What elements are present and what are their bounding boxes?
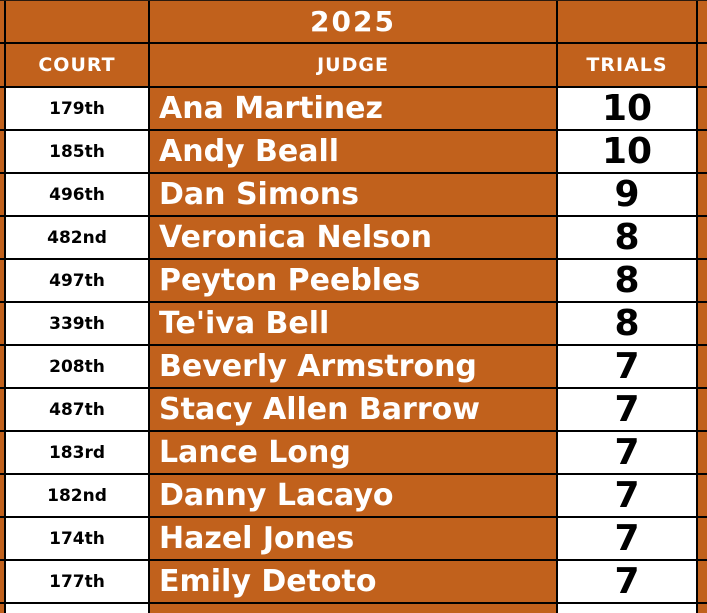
left-margin-cell <box>0 131 4 172</box>
left-margin-cell <box>0 604 4 613</box>
trials-cell: 10 <box>558 88 696 129</box>
trials-cell: 8 <box>558 217 696 258</box>
judge-cell: Peyton Peebles <box>150 260 556 301</box>
court-cell: 182nd <box>6 475 148 516</box>
trials-cell: 10 <box>558 131 696 172</box>
trials-cell: 7 <box>558 346 696 387</box>
judge-cell: Ana Martinez <box>150 88 556 129</box>
judge-cell: Andy Beall <box>150 131 556 172</box>
judge-cell: Beverly Armstrong <box>150 346 556 387</box>
right-margin-cell <box>698 260 707 301</box>
trials-cell: 7 <box>558 389 696 430</box>
table-row: 174th Hazel Jones 7 <box>0 518 707 559</box>
left-margin-cell <box>0 1 4 42</box>
column-header-court: COURT <box>6 44 148 86</box>
right-margin-cell <box>698 174 707 215</box>
right-margin-cell <box>698 303 707 344</box>
table-row: 208th Beverly Armstrong 7 <box>0 346 707 387</box>
table-row: 177th Emily Detoto 7 <box>0 561 707 602</box>
judge-cell: Te'iva Bell <box>150 303 556 344</box>
left-margin-cell <box>0 475 4 516</box>
right-margin-cell <box>698 475 707 516</box>
left-margin-cell <box>0 44 4 86</box>
court-cell: 174th <box>6 518 148 559</box>
left-margin-cell <box>0 217 4 258</box>
trials-cell <box>558 604 696 613</box>
judge-cell: Lance Long <box>150 432 556 473</box>
column-header-judge: JUDGE <box>150 44 556 86</box>
title-trials-spacer-cell <box>558 1 696 42</box>
table-title: 2025 <box>150 1 556 42</box>
right-margin-cell <box>698 346 707 387</box>
left-margin-cell <box>0 389 4 430</box>
court-cell: 339th <box>6 303 148 344</box>
table-row: 179th Ana Martinez 10 <box>0 88 707 129</box>
left-margin-cell <box>0 518 4 559</box>
right-margin-cell <box>698 604 707 613</box>
table-row: 339th Te'iva Bell 8 <box>0 303 707 344</box>
table-row: 182nd Danny Lacayo 7 <box>0 475 707 516</box>
judge-cell: Hazel Jones <box>150 518 556 559</box>
trials-cell: 7 <box>558 561 696 602</box>
left-margin-cell <box>0 432 4 473</box>
right-margin-cell <box>698 389 707 430</box>
trials-cell: 9 <box>558 174 696 215</box>
court-cell: 487th <box>6 389 148 430</box>
court-cell: 497th <box>6 260 148 301</box>
left-margin-cell <box>0 174 4 215</box>
court-cell: 177th <box>6 561 148 602</box>
judge-cell: Danny Lacayo <box>150 475 556 516</box>
column-header-trials: TRIALS <box>558 44 696 86</box>
trials-cell: 7 <box>558 475 696 516</box>
trials-cell: 7 <box>558 432 696 473</box>
judge-cell: Emily Detoto <box>150 561 556 602</box>
court-cell: 185th <box>6 131 148 172</box>
title-row: 2025 <box>0 1 707 42</box>
court-cell: 179th <box>6 88 148 129</box>
court-cell <box>6 604 148 613</box>
judge-cell: Veronica Nelson <box>150 217 556 258</box>
trials-cell: 8 <box>558 303 696 344</box>
court-cell: 208th <box>6 346 148 387</box>
left-margin-cell <box>0 303 4 344</box>
right-margin-cell <box>698 44 707 86</box>
right-margin-cell <box>698 88 707 129</box>
table-row: 496th Dan Simons 9 <box>0 174 707 215</box>
court-cell: 482nd <box>6 217 148 258</box>
left-margin-cell <box>0 346 4 387</box>
table-row: 487th Stacy Allen Barrow 7 <box>0 389 707 430</box>
court-cell: 183rd <box>6 432 148 473</box>
table-row: 185th Andy Beall 10 <box>0 131 707 172</box>
right-margin-cell <box>698 561 707 602</box>
judge-cell: Stacy Allen Barrow <box>150 389 556 430</box>
right-margin-cell <box>698 432 707 473</box>
trials-cell: 8 <box>558 260 696 301</box>
trials-cell: 7 <box>558 518 696 559</box>
table-row: 482nd Veronica Nelson 8 <box>0 217 707 258</box>
court-cell: 496th <box>6 174 148 215</box>
header-row: COURT JUDGE TRIALS <box>0 44 707 86</box>
right-margin-cell <box>698 518 707 559</box>
right-margin-cell <box>698 1 707 42</box>
left-margin-cell <box>0 88 4 129</box>
table-row: 497th Peyton Peebles 8 <box>0 260 707 301</box>
title-court-spacer-cell <box>6 1 148 42</box>
left-margin-cell <box>0 561 4 602</box>
table-row: 183rd Lance Long 7 <box>0 432 707 473</box>
judge-cell <box>150 604 556 613</box>
clipped-bottom-row <box>0 604 707 613</box>
left-margin-cell <box>0 260 4 301</box>
right-margin-cell <box>698 217 707 258</box>
right-margin-cell <box>698 131 707 172</box>
judge-cell: Dan Simons <box>150 174 556 215</box>
